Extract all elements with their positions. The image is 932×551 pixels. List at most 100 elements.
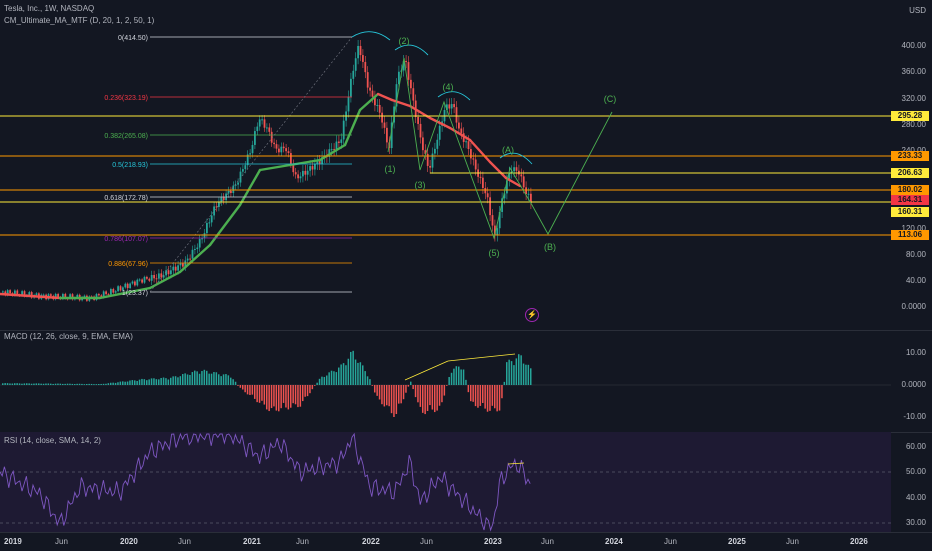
rsi-pane[interactable]: RSI (14, close, SMA, 14, 2) 60.00 50.00 40… (0, 432, 932, 532)
wave-label: (3) (415, 180, 426, 190)
macd-bar (306, 385, 309, 397)
macd-bar (311, 385, 314, 390)
macd-bar (232, 379, 234, 385)
price-chart-pane[interactable]: 0(414.50) 0.236(323.19) 0.382(265.08) 0.5(2… (0, 0, 932, 330)
macd-bar (105, 383, 107, 385)
macd-bar (314, 385, 316, 386)
macd-bar (494, 385, 496, 409)
macd-bar (266, 385, 268, 410)
macd-bar (273, 385, 275, 407)
macd-bar (86, 383, 88, 385)
candle-body (28, 292, 31, 296)
macd-bar (290, 385, 292, 408)
symbol-legend[interactable]: Tesla, Inc., 1W, NASDAQ (4, 4, 95, 13)
macd-bar (388, 385, 390, 407)
macd-bar (81, 383, 83, 385)
fib-label: 0.786(107.07) (104, 236, 148, 243)
candle-body (352, 70, 355, 79)
candle-body (357, 45, 359, 59)
price-tick-label: 80.00 (905, 250, 926, 259)
candle-body (395, 84, 398, 107)
macd-bar (340, 364, 342, 385)
fib-label: 0.382(265.08) (104, 133, 148, 140)
candle-body (321, 157, 323, 164)
pane-separator[interactable] (0, 330, 932, 331)
indicator-legend[interactable]: CM_Ultimate_MA_MTF (D, 20, 1, 2, 50, 1) (4, 16, 155, 25)
macd-pane[interactable]: MACD (12, 26, close, 9, EMA, EMA) 10.00 0… (0, 330, 932, 432)
candle-body (138, 279, 141, 281)
flash-icon[interactable]: ⚡ (525, 308, 539, 322)
candle-body (122, 287, 124, 291)
macd-bar (419, 385, 422, 407)
price-chart-svg[interactable]: 0(414.50) 0.236(323.19) 0.382(265.08) 0.5(2… (0, 0, 932, 330)
price-tag: 233.33 (891, 151, 929, 161)
price-tag: 164.31 (891, 195, 929, 205)
candle-body (170, 270, 172, 275)
macd-bar (14, 383, 16, 385)
macd-bar (491, 385, 494, 406)
rsi-tick-label: 50.00 (905, 467, 926, 476)
ma-segment (98, 286, 152, 300)
ma-segment (488, 160, 508, 180)
macd-bar (196, 371, 198, 385)
fib-trendline (149, 36, 353, 293)
macd-bar (525, 364, 527, 385)
candle-body (76, 294, 79, 298)
macd-bar (518, 354, 520, 385)
rsi-legend[interactable]: RSI (14, close, SMA, 14, 2) (4, 436, 101, 445)
macd-legend[interactable]: MACD (12, 26, close, 9, EMA, EMA) (4, 332, 133, 341)
candle-body (369, 87, 371, 91)
candle-body (261, 119, 263, 121)
time-tick-label: Jun (178, 537, 191, 546)
candle-body (292, 163, 295, 173)
candle-body (134, 281, 136, 286)
candle-body (486, 193, 489, 198)
macd-bar (510, 361, 513, 385)
macd-bar (422, 385, 424, 413)
candle-body (6, 290, 9, 296)
price-tick-label: 360.00 (901, 67, 926, 76)
candle-body (129, 283, 131, 289)
candle-body (390, 122, 393, 149)
macd-tick-label: 10.00 (905, 348, 926, 357)
macd-bar (158, 379, 160, 385)
ma-segment (258, 163, 292, 172)
candle-body (455, 107, 458, 123)
macd-bar (503, 381, 506, 385)
rsi-tick-label: 40.00 (905, 493, 926, 502)
candle-body (196, 247, 199, 250)
candle-body (479, 176, 482, 178)
macd-bar (477, 385, 479, 408)
candle-body (417, 116, 419, 124)
candle-body (21, 291, 23, 296)
macd-bar (393, 385, 395, 417)
macd-bar (371, 385, 374, 386)
macd-bar (304, 385, 306, 397)
macd-bar (71, 383, 74, 385)
macd-bar (458, 366, 460, 385)
price-tick-label: 40.00 (905, 276, 926, 285)
rsi-line (0, 432, 531, 532)
candle-body (503, 193, 506, 199)
candle-body (42, 294, 45, 296)
macd-bar (400, 385, 402, 404)
candle-body (405, 60, 407, 63)
macd-bar (74, 384, 76, 385)
macd-divergence-line (447, 353, 516, 362)
macd-bar (11, 383, 14, 385)
time-axis[interactable]: 2019 Jun 2020 Jun 2021 Jun 2022 Jun 2023 Jun 2024 J… (0, 532, 932, 551)
candle-body (302, 170, 304, 177)
candle-body (270, 131, 273, 143)
macd-bar (436, 385, 438, 411)
wave-label: (C) (604, 94, 617, 104)
top-arc (394, 44, 429, 56)
candle-body (208, 222, 211, 224)
candle-body (150, 274, 153, 281)
ma-segment (504, 176, 522, 188)
macd-bar (417, 385, 419, 403)
candle-body (273, 142, 275, 145)
candle-body (184, 260, 187, 267)
price-tag: 113.06 (891, 230, 929, 240)
price-tick-label: 0.0000 (901, 302, 926, 311)
macd-divergence-line (404, 360, 449, 381)
